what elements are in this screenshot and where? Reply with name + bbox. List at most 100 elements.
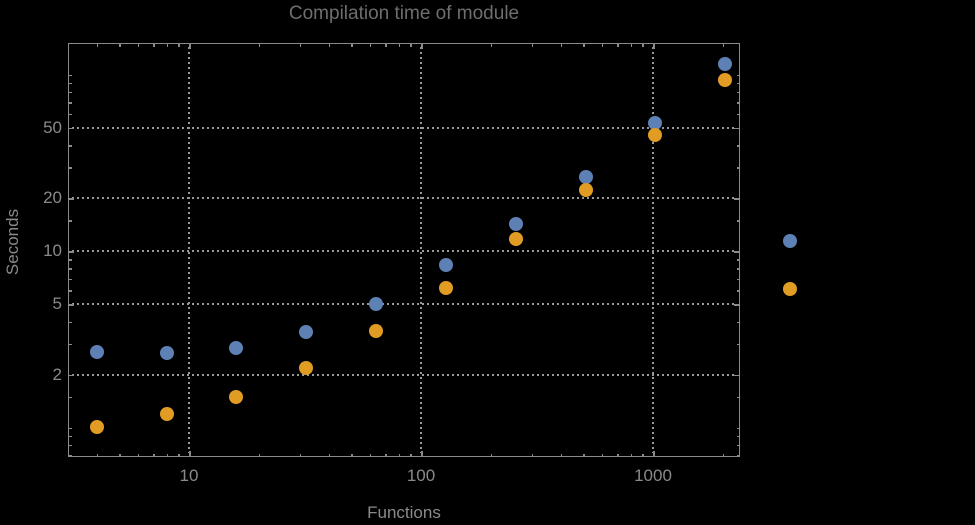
y-tick-mark bbox=[736, 290, 740, 292]
y-tick-label: 10 bbox=[43, 241, 62, 261]
x-tick-mark bbox=[385, 453, 387, 457]
x-tick-mark bbox=[351, 43, 353, 47]
y-gridline bbox=[72, 197, 736, 200]
y-gridline bbox=[72, 126, 736, 129]
data-point-series-1 bbox=[578, 169, 593, 184]
y-tick-mark bbox=[734, 198, 740, 200]
x-tick-mark bbox=[421, 43, 423, 49]
y-tick-mark bbox=[68, 427, 72, 430]
data-point-series-2 bbox=[299, 360, 314, 375]
x-tick-mark bbox=[385, 43, 387, 47]
y-gridline bbox=[72, 373, 736, 376]
y-tick-mark bbox=[68, 102, 72, 104]
x-tick-label: 1000 bbox=[634, 466, 672, 485]
y-tick-label: 50 bbox=[43, 117, 62, 137]
data-point-series-1 bbox=[438, 258, 453, 273]
y-tick-mark bbox=[68, 82, 72, 85]
x-axis-label: Functions bbox=[367, 503, 441, 522]
x-tick-mark bbox=[617, 43, 619, 47]
x-tick-mark bbox=[153, 43, 155, 47]
x-tick-mark bbox=[398, 453, 401, 457]
x-gridline bbox=[652, 47, 654, 453]
x-tick-mark bbox=[722, 453, 725, 457]
data-point-series-2 bbox=[718, 72, 733, 87]
chart-title: Compilation time of module bbox=[288, 3, 520, 24]
data-point-series-2 bbox=[648, 128, 663, 143]
x-tick-mark bbox=[560, 43, 563, 47]
x-tick-mark bbox=[96, 453, 99, 457]
y-tick-mark bbox=[734, 304, 740, 306]
y-gridline bbox=[72, 303, 736, 306]
x-tick-mark bbox=[369, 43, 372, 47]
y-tick-mark bbox=[736, 167, 740, 169]
x-tick-mark bbox=[653, 451, 655, 457]
y-tick-mark bbox=[736, 455, 740, 457]
x-tick-mark bbox=[137, 43, 140, 47]
y-tick-mark bbox=[68, 251, 74, 253]
x-tick-mark bbox=[351, 453, 353, 457]
y-tick-mark bbox=[736, 343, 740, 346]
y-tick-mark bbox=[736, 268, 740, 270]
x-tick-mark bbox=[583, 43, 585, 47]
data-point-series-2 bbox=[578, 183, 593, 198]
y-tick-mark bbox=[736, 396, 740, 399]
y-tick-mark bbox=[736, 220, 740, 222]
x-tick-mark bbox=[119, 453, 121, 457]
x-tick-mark bbox=[119, 43, 121, 47]
y-tick-mark bbox=[68, 290, 72, 292]
data-point-series-1 bbox=[369, 296, 384, 311]
x-tick-mark bbox=[642, 43, 644, 47]
y-tick-mark bbox=[68, 259, 72, 261]
x-tick-mark bbox=[490, 453, 493, 457]
data-point-series-1 bbox=[229, 341, 244, 356]
y-tick-mark bbox=[68, 198, 74, 200]
x-gridline bbox=[420, 47, 422, 453]
y-tick-mark bbox=[736, 91, 740, 94]
y-tick-mark bbox=[736, 82, 740, 85]
x-tick-mark bbox=[398, 43, 401, 47]
y-tick-mark bbox=[68, 74, 72, 77]
x-tick-mark bbox=[583, 453, 585, 457]
x-tick-mark bbox=[531, 453, 534, 457]
x-tick-mark bbox=[601, 43, 604, 47]
x-tick-mark bbox=[189, 43, 191, 49]
x-tick-mark bbox=[421, 451, 423, 457]
x-tick-mark bbox=[560, 453, 563, 457]
y-tick-mark bbox=[68, 435, 72, 438]
x-tick-mark bbox=[722, 43, 725, 47]
data-point-series-2 bbox=[89, 420, 104, 435]
y-tick-mark bbox=[68, 278, 72, 281]
y-tick-mark bbox=[736, 259, 740, 261]
x-tick-mark bbox=[166, 43, 169, 47]
y-tick-label: 5 bbox=[52, 294, 62, 314]
y-tick-mark bbox=[736, 102, 740, 104]
x-tick-mark bbox=[328, 453, 331, 457]
x-tick-label: 10 bbox=[179, 466, 199, 485]
data-point-series-1 bbox=[159, 345, 174, 360]
data-point-series-1 bbox=[89, 344, 104, 359]
legend-marker-series-2 bbox=[783, 282, 797, 296]
plot-area bbox=[68, 43, 740, 457]
x-tick-mark bbox=[653, 43, 655, 49]
x-tick-mark bbox=[642, 453, 644, 457]
y-tick-label: 20 bbox=[43, 188, 62, 208]
x-tick-mark bbox=[490, 43, 493, 47]
x-tick-mark bbox=[299, 453, 302, 457]
x-tick-mark bbox=[178, 453, 180, 457]
x-tick-mark bbox=[137, 453, 140, 457]
y-tick-mark bbox=[736, 74, 740, 77]
y-tick-mark bbox=[736, 435, 740, 438]
x-tick-mark bbox=[258, 453, 261, 457]
x-tick-mark bbox=[178, 43, 180, 47]
legend-marker-series-1 bbox=[783, 234, 797, 248]
y-gridline bbox=[72, 250, 736, 253]
y-tick-mark bbox=[68, 455, 72, 457]
x-tick-mark bbox=[410, 43, 412, 47]
x-tick-mark bbox=[189, 451, 191, 457]
y-tick-mark bbox=[68, 444, 72, 447]
data-point-series-1 bbox=[299, 324, 314, 339]
x-tick-label: 100 bbox=[406, 466, 436, 485]
y-tick-label: 2 bbox=[52, 364, 62, 384]
x-tick-mark bbox=[96, 43, 99, 47]
